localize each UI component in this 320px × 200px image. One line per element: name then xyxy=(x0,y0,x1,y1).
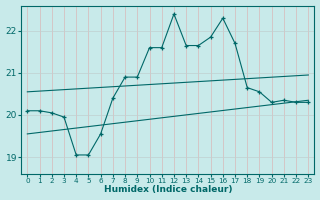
X-axis label: Humidex (Indice chaleur): Humidex (Indice chaleur) xyxy=(104,185,232,194)
